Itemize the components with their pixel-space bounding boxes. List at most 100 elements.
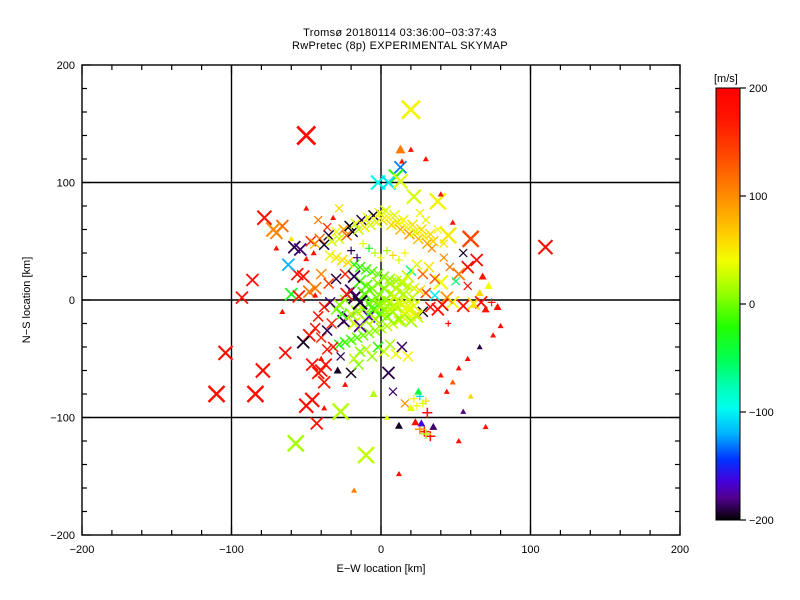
- scatter-point: [354, 346, 366, 358]
- scatter-point: [245, 273, 260, 287]
- scatter-point: [455, 365, 462, 371]
- scatter-point: [464, 355, 471, 361]
- scatter-point: [433, 225, 443, 234]
- scatter-point: [318, 301, 330, 313]
- scatter-point: [342, 381, 349, 387]
- scatter-point: [419, 426, 430, 437]
- y-tick-label: −200: [50, 530, 75, 542]
- scatter-point: [383, 276, 397, 291]
- scatter-point: [318, 355, 325, 361]
- scatter-point: [381, 320, 393, 332]
- scatter-point: [288, 235, 295, 242]
- scatter-point: [427, 235, 439, 247]
- scatter-point: [431, 302, 445, 317]
- scatter-point: [356, 214, 368, 226]
- scatter-point: [365, 301, 382, 318]
- scatter-point: [351, 487, 358, 493]
- figure-title-line1: Tromsø 20180114 03:36:00−03:37:43: [303, 27, 497, 39]
- x-tick-label: −100: [219, 544, 244, 556]
- scatter-point: [341, 229, 353, 241]
- scatter-point: [411, 418, 420, 426]
- scatter-point: [345, 334, 357, 346]
- scatter-point: [401, 269, 415, 284]
- scatter-point: [362, 212, 374, 224]
- scatter-point: [467, 393, 474, 399]
- scatter-point: [354, 261, 366, 273]
- scatter-point: [481, 305, 490, 313]
- scatter-point: [331, 402, 350, 421]
- scatter-point: [458, 248, 468, 258]
- scatter-point: [415, 223, 427, 236]
- scatter-point: [382, 301, 398, 318]
- scatter-point: [421, 215, 431, 225]
- scatter-point: [410, 309, 424, 324]
- scatter-point: [342, 256, 354, 268]
- scatter-point: [296, 335, 310, 349]
- scatter-point: [422, 407, 433, 418]
- scatter-point: [394, 256, 403, 265]
- y-tick-label: 100: [57, 178, 75, 190]
- scatter-point: [360, 263, 372, 275]
- scatter-point: [437, 191, 444, 197]
- colorbar-tick-label: 0: [749, 299, 755, 311]
- scatter-point: [330, 273, 342, 285]
- scatter-point: [330, 214, 337, 220]
- scatter-point: [400, 99, 421, 120]
- scatter-point: [379, 205, 392, 217]
- scatter-point: [317, 375, 331, 389]
- scatter-point: [311, 366, 325, 380]
- scatter-point: [395, 144, 406, 154]
- scatter-point: [395, 470, 402, 477]
- colorbar-tick-label: 100: [749, 191, 767, 203]
- scatter-point: [366, 350, 378, 362]
- x-tick-label: 200: [671, 544, 689, 556]
- y-axis-label: N−S location [km]: [21, 257, 33, 344]
- x-tick-label: −200: [70, 544, 95, 556]
- scatter-point: [411, 259, 423, 271]
- scatter-point: [400, 249, 409, 257]
- scatter-point: [347, 269, 361, 284]
- scatter-point: [313, 215, 323, 225]
- scatter-point: [406, 219, 418, 231]
- scatter-point: [333, 366, 342, 374]
- scatter-point: [296, 269, 310, 284]
- colorbar-unit-label: [m/s]: [714, 73, 738, 85]
- scatter-point: [373, 207, 386, 219]
- scatter-point: [395, 286, 412, 302]
- scatter-point: [336, 351, 346, 361]
- scatter-point: [293, 242, 307, 257]
- scatter-point: [367, 209, 380, 221]
- scatter-point: [385, 219, 397, 231]
- scatter-point: [455, 438, 462, 444]
- scatter-point: [392, 173, 409, 190]
- scatter-point: [382, 212, 395, 224]
- scatter-point: [366, 266, 378, 278]
- scatter-point: [326, 235, 338, 247]
- scatter-point: [445, 262, 455, 272]
- axis-ticks: [81, 64, 681, 536]
- x-tick-label: 0: [378, 544, 384, 556]
- scatter-point: [420, 428, 431, 439]
- scatter-point: [348, 353, 360, 365]
- scatter-points: [207, 99, 554, 493]
- scatter-point: [429, 289, 441, 301]
- scatter-point: [322, 222, 332, 232]
- scatter-point: [375, 322, 387, 334]
- scatter-point: [357, 446, 375, 464]
- scatter-point: [476, 344, 483, 350]
- scatter-point: [424, 228, 436, 240]
- scatter-point: [359, 239, 368, 248]
- scatter-point: [347, 246, 356, 255]
- scatter-point: [344, 220, 356, 232]
- scatter-point: [439, 253, 449, 263]
- scatter-point: [310, 250, 317, 256]
- scatter-point: [377, 292, 394, 308]
- scatter-point: [451, 276, 461, 286]
- scatter-point: [321, 325, 333, 337]
- scatter-point: [417, 419, 426, 427]
- scatter-point: [308, 281, 322, 295]
- scatter-point: [428, 192, 447, 211]
- scatter-point: [401, 299, 415, 313]
- scatter-point: [421, 397, 430, 406]
